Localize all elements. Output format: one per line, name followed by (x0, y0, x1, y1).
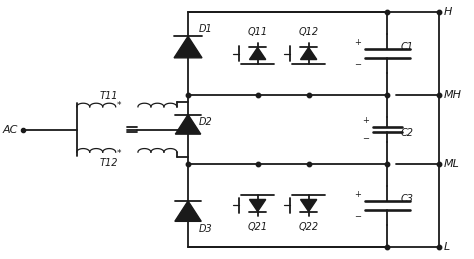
Text: L: L (444, 242, 450, 252)
Text: ML: ML (444, 159, 460, 169)
Text: D3: D3 (198, 224, 212, 234)
Polygon shape (249, 199, 266, 212)
Text: Q11: Q11 (247, 27, 268, 37)
Text: *: * (117, 101, 121, 110)
Text: −: − (355, 60, 362, 69)
Polygon shape (175, 114, 201, 134)
Text: C3: C3 (401, 194, 413, 204)
Text: C1: C1 (401, 42, 413, 52)
Polygon shape (175, 201, 201, 221)
Text: C2: C2 (401, 128, 413, 138)
Text: *: * (117, 149, 121, 158)
Text: H: H (444, 7, 453, 17)
Polygon shape (249, 47, 266, 60)
Polygon shape (174, 36, 202, 58)
Text: D2: D2 (198, 117, 212, 127)
Text: +: + (355, 190, 362, 199)
Text: T12: T12 (100, 158, 118, 168)
Text: AC: AC (2, 125, 18, 134)
Text: −: − (355, 212, 362, 221)
Text: Q12: Q12 (299, 27, 319, 37)
Polygon shape (301, 199, 317, 212)
Text: Q21: Q21 (247, 222, 268, 232)
Text: MH: MH (444, 90, 462, 100)
Text: Q22: Q22 (299, 222, 319, 232)
Text: +: + (355, 38, 362, 47)
Text: D1: D1 (198, 24, 212, 34)
Text: −: − (362, 134, 369, 143)
Text: T11: T11 (100, 91, 118, 101)
Text: +: + (362, 116, 369, 125)
Polygon shape (301, 47, 317, 60)
